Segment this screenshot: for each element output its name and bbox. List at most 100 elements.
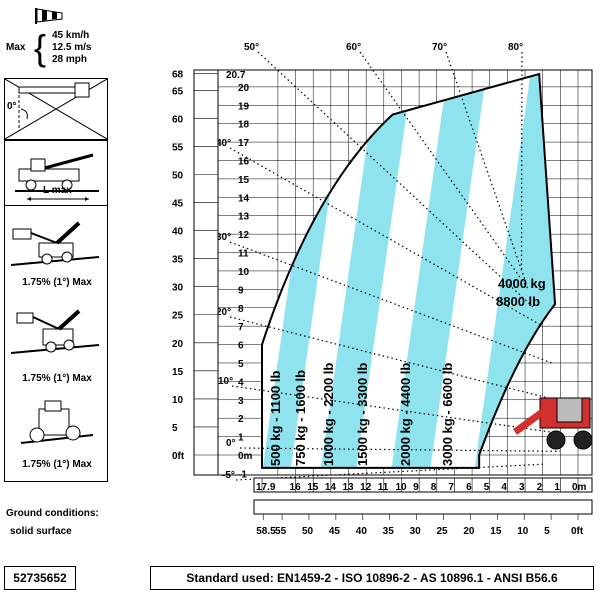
machine-wheel [546, 430, 566, 450]
part-number-box: 52735652 [4, 566, 76, 590]
reach-m-label: 7 [448, 482, 454, 493]
reach-m-label: 0m [572, 482, 587, 493]
wind-max-label: Max [6, 42, 26, 53]
machine-side-tilt-icon [9, 215, 101, 274]
load-zone-band [290, 74, 381, 468]
lmax-label: L max [43, 185, 72, 196]
reach-m-label: 2 [537, 482, 543, 493]
angle-label: -5° [222, 470, 235, 481]
height-m-label: 0m [238, 451, 253, 462]
reach-m-label: 1 [554, 482, 560, 493]
load-zone-band [473, 74, 556, 468]
machine-front-tilt-icon [9, 301, 101, 362]
machine-cab [556, 397, 583, 423]
angle-ray [231, 385, 557, 434]
height-m-label: 2 [238, 414, 244, 425]
reach-m-label: 4 [501, 482, 507, 493]
wind-speed-list: 45 km/h 12.5 m/s 28 mph [52, 30, 91, 66]
height-m-label: 10 [238, 267, 250, 278]
height-ft-label: 35 [172, 255, 184, 266]
angle-ray [229, 316, 556, 401]
angle-ray [229, 241, 552, 364]
height-m-label: -1 [238, 469, 247, 480]
reach-m-label: 16 [290, 482, 302, 493]
height-ft-label: 68 [172, 70, 184, 81]
divider [5, 205, 107, 206]
height-m-label: 7 [238, 322, 244, 333]
angle-ray [235, 463, 543, 481]
height-ft-label: 65 [172, 86, 184, 97]
reach-m-label: 9 [413, 482, 419, 493]
height-ft-label: 25 [172, 311, 184, 322]
load-zone-label: 8800 lb [496, 294, 540, 309]
height-m-label: 18 [238, 120, 250, 131]
height-m-label: 20 [238, 83, 250, 94]
machine-wheel [573, 430, 593, 450]
load-zone-band [429, 74, 534, 468]
height-ft-label: 30 [172, 283, 184, 294]
height-ft-label: 15 [172, 367, 184, 378]
height-ft-label: 55 [172, 142, 184, 153]
tilt-label-3: 1.75% (1°) Max [22, 459, 92, 470]
reach-ft-axis [253, 499, 593, 515]
height-m-label: 1 [238, 433, 244, 444]
load-zone-label: 1000 kg - 2200 lb [321, 363, 336, 466]
angle-label: 30° [216, 232, 231, 243]
windsock-icon [34, 6, 64, 31]
wind-brace-icon: { [34, 27, 47, 68]
reach-ft-label: 5 [544, 526, 550, 537]
height-m-label: 16 [238, 157, 250, 168]
reach-m-label: 14 [325, 482, 337, 493]
reach-ft-label: 10 [517, 526, 529, 537]
height-m-label: 9 [238, 285, 244, 296]
reach-m-label: 12 [360, 482, 372, 493]
reach-m-label: 5 [484, 482, 490, 493]
angle-label: 10° [218, 376, 233, 387]
wind-speed-mph: 28 mph [52, 54, 88, 65]
reach-ft-label: 25 [436, 526, 448, 537]
height-ft-label: 40 [172, 227, 184, 238]
machine-rear-tilt-icon [19, 399, 95, 452]
angle-label: 60° [346, 42, 361, 53]
reach-ft-label: 40 [356, 526, 368, 537]
reach-m-label: 3 [519, 482, 525, 493]
ground-conditions-value: solid surface [10, 526, 72, 537]
load-zone-label: 1500 kg - 3300 lb [355, 363, 370, 466]
reach-m-label: 10 [395, 482, 407, 493]
load-zone-band [355, 74, 451, 468]
reach-ft-label: 20 [463, 526, 475, 537]
boom-angle-panel: 0° [4, 78, 108, 140]
envelope-outline [261, 72, 557, 469]
reach-m-label: 17.9 [256, 482, 276, 493]
reach-m-label: 8 [431, 482, 437, 493]
tilt-label-2: 1.75% (1°) Max [22, 373, 92, 384]
load-zone-label: 750 kg - 1600 lb [293, 370, 308, 466]
machine-lmax-icon [11, 147, 103, 210]
angle-ray [239, 447, 561, 452]
reach-m-label: 6 [466, 482, 472, 493]
height-m-label: 14 [238, 193, 250, 204]
height-m-label: 19 [238, 101, 250, 112]
height-m-label: 8 [238, 304, 244, 315]
angle-label: 20° [216, 307, 231, 318]
reach-ft-label: 50 [302, 526, 314, 537]
load-zone-band [320, 74, 416, 468]
stability-panel: L max 1.75% (1°) Max 1.75% (1°) Max [4, 140, 108, 482]
load-zone-label: 4000 kg [498, 276, 546, 291]
height-m-label: 20.7 [226, 70, 246, 81]
reach-m-label: 15 [307, 482, 319, 493]
height-ft-label: 45 [172, 199, 184, 210]
height-m-label: 5 [238, 359, 244, 370]
ground-conditions-title: Ground conditions: [6, 508, 99, 519]
height-ft-axis [193, 69, 219, 476]
wind-speed-kmh: 45 km/h [52, 30, 90, 41]
load-zone-label: 3000 kg - 6600 lb [440, 363, 455, 466]
reach-ft-label: 0ft [571, 526, 584, 537]
wind-speed-ms: 12.5 m/s [52, 42, 92, 53]
height-m-label: 12 [238, 230, 250, 241]
height-m-label: 11 [238, 249, 249, 260]
reach-ft-label: 55 [275, 526, 287, 537]
height-m-label: 4 [238, 377, 244, 388]
reach-ft-label: 35 [383, 526, 395, 537]
height-m-label: 15 [238, 175, 250, 186]
